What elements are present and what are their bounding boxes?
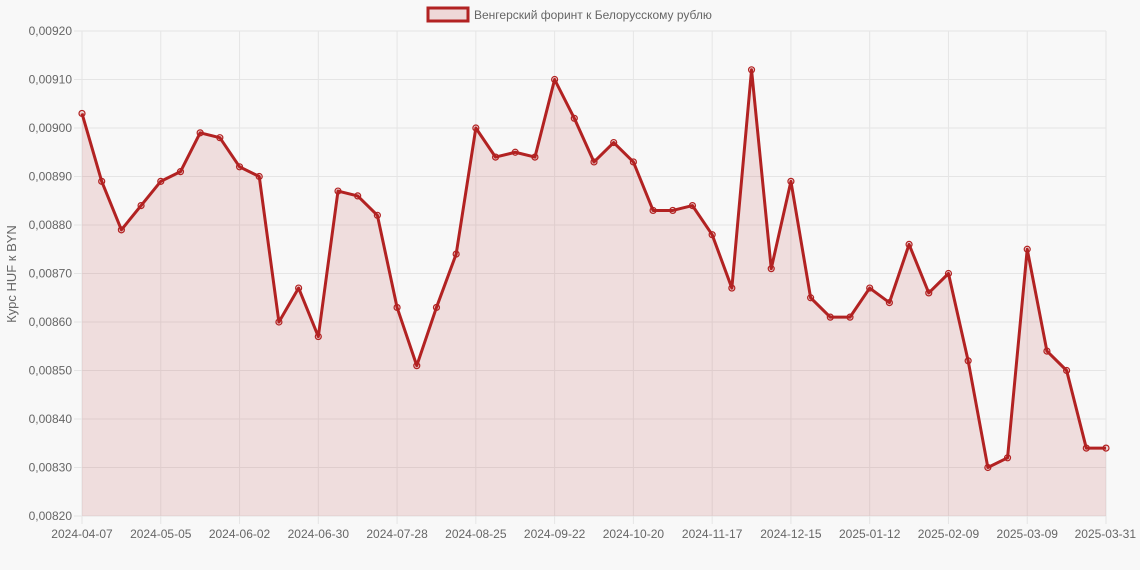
y-tick-label: 0,00820	[29, 509, 73, 523]
data-point[interactable]	[235, 163, 244, 171]
x-tick-label: 2024-06-02	[209, 527, 271, 541]
data-point[interactable]	[511, 148, 519, 156]
data-point[interactable]	[728, 284, 736, 292]
series-line	[80, 68, 1106, 469]
data-point[interactable]	[314, 332, 322, 341]
data-point[interactable]	[787, 177, 795, 185]
y-tick-label: 0,00910	[29, 73, 73, 87]
y-tick-label: 0,00890	[29, 170, 73, 184]
data-point[interactable]	[1102, 444, 1110, 452]
y-tick-label: 0,00850	[29, 364, 73, 378]
x-axis-ticks: 2024-04-07 2024-05-05 2024-06-02 2024-06-30…	[51, 527, 1136, 541]
data-point[interactable]	[157, 177, 165, 185]
data-point[interactable]	[255, 172, 263, 181]
data-point[interactable]	[216, 134, 224, 142]
y-tick-label: 0,00840	[29, 412, 73, 426]
data-point[interactable]	[826, 313, 834, 321]
y-tick-label: 0,00870	[29, 267, 73, 281]
data-point[interactable]	[531, 153, 539, 161]
data-point[interactable]	[905, 240, 913, 248]
data-point[interactable]	[629, 158, 637, 166]
x-tick-label: 2024-05-05	[130, 527, 192, 541]
x-tick-label: 2024-12-15	[760, 527, 822, 541]
data-point[interactable]	[176, 168, 185, 176]
y-tick-label: 0,00920	[29, 24, 73, 38]
x-tick-label: 2024-04-07	[51, 527, 113, 541]
x-tick-label: 2024-11-17	[682, 527, 743, 541]
data-point[interactable]	[275, 318, 283, 326]
data-point[interactable]	[1043, 347, 1051, 355]
data-point[interactable]	[747, 66, 756, 74]
data-point[interactable]	[846, 313, 854, 321]
data-point[interactable]	[393, 303, 401, 312]
data-point[interactable]	[196, 129, 204, 137]
y-tick-label: 0,00880	[29, 218, 73, 232]
y-tick-label: 0,00830	[29, 461, 73, 475]
data-point[interactable]	[1063, 366, 1071, 375]
data-point[interactable]	[964, 357, 972, 365]
y-axis-title: Курс HUF к BYN	[4, 225, 19, 323]
legend[interactable]: Венгерский форинт к Белорусскому рублю	[426, 6, 712, 23]
y-tick-label: 0,00900	[29, 121, 73, 135]
data-point[interactable]	[807, 294, 815, 302]
data-point[interactable]	[1082, 444, 1090, 452]
data-point[interactable]	[295, 284, 303, 292]
x-tick-label: 2025-03-31	[1075, 527, 1137, 541]
legend-label[interactable]: Венгерский форинт к Белорусскому рублю	[474, 8, 712, 22]
x-tick-label: 2024-06-30	[288, 527, 350, 541]
data-point[interactable]	[117, 226, 125, 234]
x-tick-label: 2025-01-12	[839, 527, 901, 541]
data-point[interactable]	[452, 250, 460, 258]
data-point[interactable]	[925, 289, 933, 297]
data-point[interactable]	[432, 303, 441, 312]
data-point[interactable]	[708, 231, 716, 239]
legend-swatch[interactable]	[426, 6, 470, 23]
x-tick-label: 2024-07-28	[366, 527, 428, 541]
series-area-fill	[82, 69, 1106, 517]
data-point[interactable]	[885, 299, 893, 307]
data-point[interactable]	[649, 206, 657, 215]
data-point[interactable]	[137, 202, 145, 210]
data-point[interactable]	[1003, 454, 1012, 462]
x-tick-label: 2024-08-25	[445, 527, 507, 541]
data-point[interactable]	[551, 75, 559, 84]
data-point[interactable]	[984, 463, 992, 472]
x-tick-label: 2025-02-09	[918, 527, 980, 541]
data-point[interactable]	[78, 109, 86, 118]
data-point[interactable]	[334, 187, 342, 195]
data-point[interactable]	[472, 124, 480, 132]
y-tick-label: 0,00860	[29, 315, 73, 329]
data-point[interactable]	[688, 202, 697, 210]
x-tick-label: 2024-10-20	[603, 527, 665, 541]
data-point[interactable]	[354, 192, 362, 200]
x-tick-label: 2025-03-09	[997, 527, 1059, 541]
y-axis-ticks: 0,00820 0,00830 0,00840 0,00850 0,00860 0,008…	[29, 24, 73, 523]
data-point[interactable]	[669, 206, 677, 215]
grid	[74, 30, 1107, 524]
data-point[interactable]	[866, 284, 874, 292]
data-point[interactable]	[590, 158, 598, 166]
data-point[interactable]	[570, 114, 578, 122]
x-tick-label: 2024-09-22	[524, 527, 586, 541]
data-point[interactable]	[491, 153, 500, 161]
data-point[interactable]	[944, 269, 953, 278]
data-point[interactable]	[98, 177, 106, 185]
data-point[interactable]	[610, 138, 618, 147]
data-point[interactable]	[767, 265, 775, 273]
data-point[interactable]	[373, 211, 381, 219]
data-point[interactable]	[1023, 245, 1031, 253]
series-points	[78, 66, 1110, 472]
data-point[interactable]	[413, 362, 421, 370]
